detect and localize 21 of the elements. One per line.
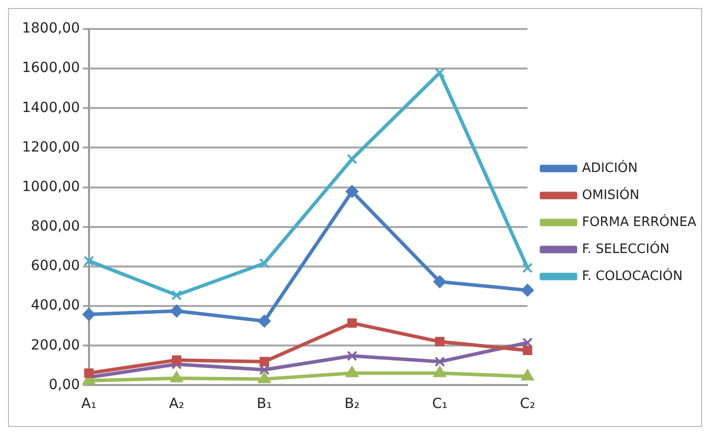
x-tick-label: A₁ <box>81 396 96 412</box>
y-tick-label: 1200,00 <box>22 139 80 156</box>
y-tick-label: 1800,00 <box>22 20 80 37</box>
x-tick-label: B₂ <box>344 396 360 412</box>
x-tick-label: C₂ <box>520 396 536 412</box>
legend-label: F. COLOCACIÓN <box>582 266 683 284</box>
x-tick-label: B₁ <box>256 396 272 412</box>
legend-label: OMISIÓN <box>582 186 640 203</box>
x-tick-label: A₂ <box>169 396 184 412</box>
x-tick-label: C₁ <box>432 396 448 412</box>
legend-label: FORMA ERRÓNEA <box>582 212 696 230</box>
legend-label: ADICIÓN <box>582 158 638 176</box>
y-tick-label: 600,00 <box>30 258 80 274</box>
legend-label: F. SELECCIÓN <box>582 240 670 257</box>
y-tick-label: 1000,00 <box>22 178 80 195</box>
y-tick-label: 400,00 <box>30 298 80 314</box>
y-tick-label: 0,00 <box>48 376 80 393</box>
y-tick-label: 1600,00 <box>22 60 80 76</box>
y-tick-label: 800,00 <box>30 218 80 235</box>
y-tick-label: 200,00 <box>30 337 80 354</box>
y-tick-label: 1400,00 <box>22 100 80 116</box>
